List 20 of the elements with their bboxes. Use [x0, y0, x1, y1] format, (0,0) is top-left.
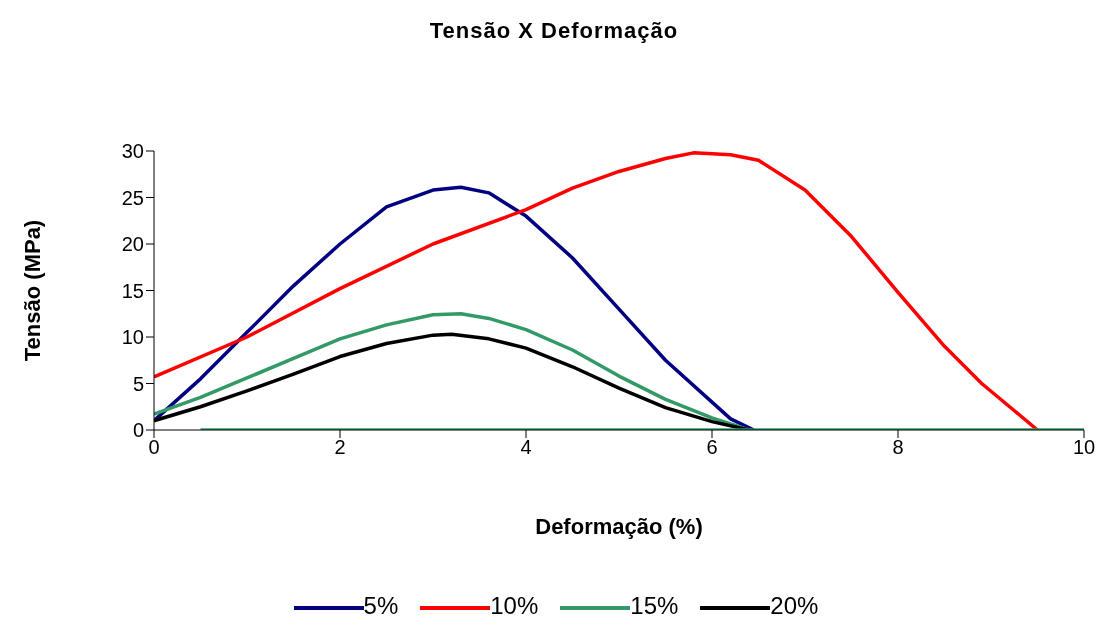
chart-title: Tensão X Deformação — [428, 18, 680, 44]
x-axis-title: Deformação (%) — [535, 513, 703, 539]
x-tick-label: 0 — [148, 436, 160, 459]
y-tick-label: 10 — [121, 326, 144, 349]
legend-label: 15% — [630, 592, 679, 620]
x-tick-label: 10 — [1072, 436, 1096, 459]
legend-label: 20% — [770, 592, 819, 620]
y-tick-label: 30 — [121, 140, 144, 163]
legend-label: 10% — [490, 592, 539, 620]
y-tick-label: 15 — [121, 279, 144, 302]
y-tick-label: 20 — [121, 233, 144, 256]
y-tick-label: 25 — [121, 186, 144, 209]
y-axis-title: Tensão (MPa) — [19, 219, 45, 362]
y-tick-label: 0 — [132, 419, 144, 442]
x-tick-label: 6 — [706, 436, 718, 459]
legend-label: 5% — [363, 592, 399, 620]
x-tick-label: 2 — [334, 436, 346, 459]
y-tick-label: 5 — [132, 372, 144, 395]
x-tick-label: 8 — [892, 436, 904, 459]
x-tick-label: 4 — [520, 436, 532, 459]
